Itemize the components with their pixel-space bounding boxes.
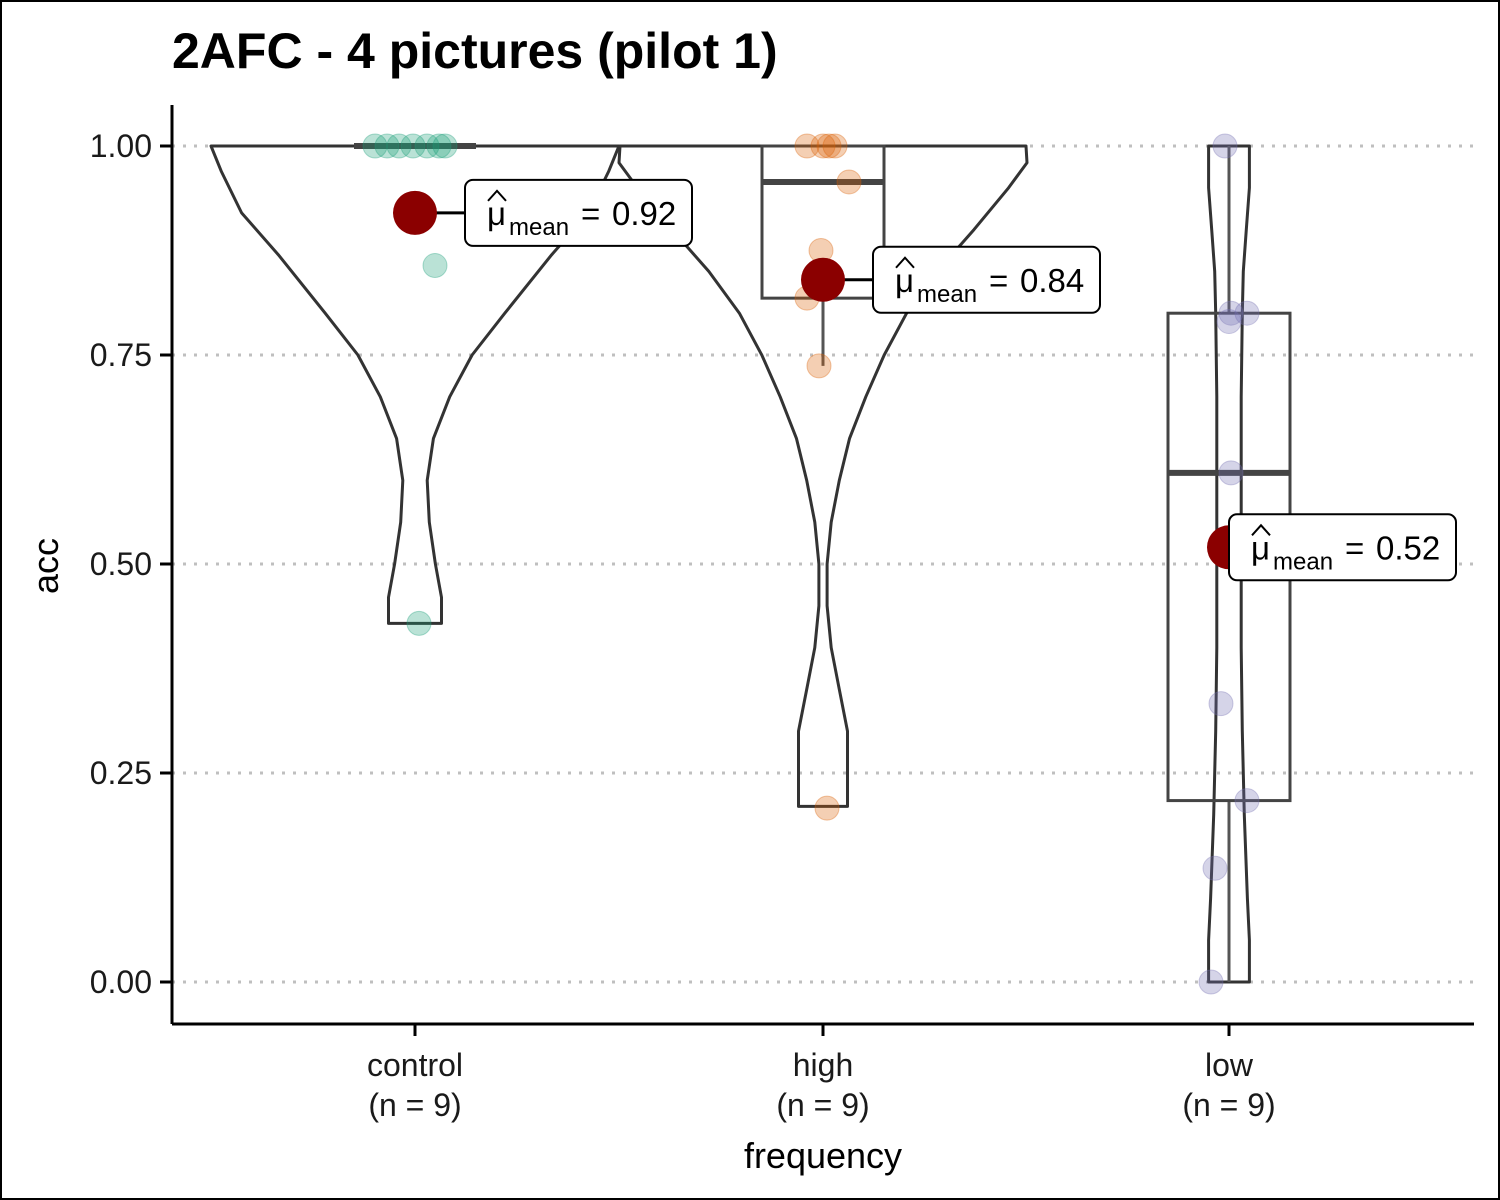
axis-layer: 0.00 0.25 0.50 0.75 1.00 control (n = 9) high (n… (90, 105, 1474, 1123)
data-point (422, 253, 448, 279)
data-point (814, 795, 840, 821)
data-point (1208, 691, 1234, 717)
mean-label-mu: μ (895, 262, 914, 299)
mean-label-subscript: mean (509, 214, 569, 241)
data-point (1218, 300, 1244, 326)
data-point (1216, 309, 1242, 335)
data-point (1212, 133, 1238, 159)
mean-label-subscript: mean (917, 281, 977, 308)
mean-label-box (872, 245, 1101, 314)
mean-point (801, 257, 845, 302)
y-tick-label: 0.75 (90, 337, 152, 373)
mean-label-value: 0.84 (1020, 262, 1084, 299)
mean-label-mu: μ (1251, 529, 1270, 566)
data-point (1218, 460, 1244, 486)
data-point (1234, 300, 1260, 326)
data-point (1234, 788, 1260, 814)
data-point (794, 133, 820, 159)
mean-label: μ mean = 0.52 (1228, 513, 1457, 582)
data-point (374, 133, 400, 159)
x-tick-label: low (1205, 1047, 1254, 1083)
data-point (386, 133, 412, 159)
y-tick-label: 0.00 (90, 964, 152, 1000)
x-tick-n-label: (n = 9) (368, 1087, 461, 1123)
data-point (806, 353, 832, 379)
x-tick-n-label: (n = 9) (1182, 1087, 1275, 1123)
y-axis-title: acc (25, 538, 66, 594)
data-point (1198, 969, 1224, 995)
mean-label-equals: = (989, 262, 1008, 299)
mean-label: μ mean = 0.84 (872, 245, 1101, 314)
mean-point (393, 190, 437, 235)
mean-label-value: 0.52 (1376, 529, 1440, 566)
data-point (362, 133, 388, 159)
mean-label: μ mean = 0.92 (464, 178, 693, 247)
mean-label-hat (487, 189, 507, 202)
mean-layer: μ mean = 0.92μ mean = 0.84μ mean = 0.52 (393, 178, 1457, 582)
violin-outline (209, 144, 621, 625)
data-point (836, 169, 862, 195)
data-point (414, 133, 440, 159)
chart-title: 2AFC - 4 pictures (pilot 1) (172, 23, 778, 79)
data-point (406, 610, 432, 636)
y-tick-label: 0.25 (90, 755, 152, 791)
data-point (426, 133, 452, 159)
x-axis-title: frequency (744, 1135, 902, 1176)
violin-outline (1207, 144, 1251, 984)
x-tick-n-label: (n = 9) (776, 1087, 869, 1123)
data-point (400, 133, 426, 159)
violin-layer (209, 144, 1251, 984)
mean-label-subscript: mean (1273, 548, 1333, 575)
box-layer (354, 143, 1292, 982)
mean-label-hat (895, 256, 915, 269)
data-point (816, 133, 842, 159)
mean-label-value: 0.92 (612, 195, 676, 232)
y-tick-label: 0.50 (90, 546, 152, 582)
y-tick-label: 1.00 (90, 128, 152, 164)
mean-label-equals: = (581, 195, 600, 232)
data-point (1202, 855, 1228, 881)
data-point (810, 133, 836, 159)
mean-label-equals: = (1345, 529, 1364, 566)
data-point (822, 133, 848, 159)
mean-label-box (464, 178, 693, 247)
violin-outline (617, 144, 1029, 808)
point-layer (362, 133, 1260, 995)
x-tick-label: control (367, 1047, 463, 1083)
mean-label-box (1228, 513, 1457, 582)
mean-label-hat (1251, 523, 1271, 536)
data-point (432, 133, 458, 159)
x-tick-label: high (793, 1047, 854, 1083)
mean-label-mu: μ (487, 195, 506, 232)
